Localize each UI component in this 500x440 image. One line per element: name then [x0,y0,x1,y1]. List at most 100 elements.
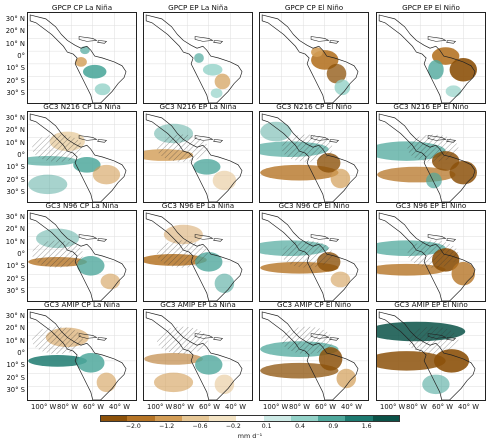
coastline [378,113,476,202]
anomaly-shading [73,157,101,173]
colorbar-tick-label: 0.1 [261,423,272,430]
longitude-tick-label: 40° W [225,403,246,411]
latitude-tick-label: 30° N [5,114,25,122]
map-canvas [28,13,136,103]
coastline [261,311,359,400]
latitude-tick-label: 30° S [6,187,25,196]
island-coastline [329,40,340,44]
significance-hatching [407,326,459,355]
longitude-tick-label: 80° W [173,403,194,411]
panel-title: GC3 N216 EP El Niño [393,102,469,111]
anomaly-shading [193,158,221,175]
map-canvas [377,310,485,400]
map-panel [376,12,486,104]
coastline [378,311,476,400]
latitude-tick-label: 10° S [6,64,25,73]
island-coastline [427,234,447,240]
panel-title: GC3 N96 EP La Niña [161,201,235,210]
colorbar-tick-label: −0.2 [225,423,241,430]
latitude-tick-label: 0° [17,150,25,159]
colorbar-tick-label: −0.6 [192,423,208,430]
map-canvas [28,112,136,202]
latitude-tick-label: 30° N [5,312,25,320]
significance-hatching [407,240,459,268]
latitude-tick-label: 10° N [5,39,25,48]
map-canvas [260,211,368,301]
map-panel [27,111,137,203]
coastline [29,113,127,202]
island-coastline [446,40,457,44]
island-coastline [427,333,447,339]
latitude-tick-label: 0° [17,51,25,60]
anomaly-shading [163,224,203,245]
map-canvas [260,310,368,400]
latitude-tick-label: 20° N [5,126,25,135]
map-panel [143,309,253,401]
colorbar-swatch [236,415,265,422]
map-panel [376,111,486,203]
anomaly-shading [202,63,223,76]
longitude-tick-label: 100° W [263,403,289,411]
anomaly-shading [451,261,476,286]
latitude-tick-label: 20° N [5,324,25,333]
island-coastline [194,333,214,339]
colorbar-frame [100,415,400,422]
anomaly-shading [334,79,351,96]
colorbar-swatch [100,415,128,422]
latitude-tick-label: 20° S [6,76,25,85]
island-coastline [310,333,330,339]
map-panel [259,111,369,203]
longitude-tick-label: 60° W [315,403,336,411]
colorbar-tick-label: −2.0 [125,423,141,430]
anomaly-shading [210,88,223,99]
significance-hatching [407,134,459,162]
panel-title: GC3 N216 CP La Niña [43,102,121,111]
latitude-tick-label: 0° [17,348,25,357]
anomaly-shading [214,374,235,395]
island-coastline [97,337,108,341]
map-panel [259,210,369,302]
latitude-tick-label: 30° S [6,286,25,295]
coastline [261,113,359,202]
colorbar-unit-label: mm d⁻¹ [237,432,263,440]
island-coastline [446,238,457,242]
panel-title: GC3 N96 CP La Niña [45,201,119,210]
latitude-tick-label: 10° N [5,336,25,345]
latitude-tick-label: 20° N [5,27,25,36]
latitude-tick-label: 20° S [6,274,25,283]
map-canvas [28,211,136,301]
anomaly-shading [330,271,351,288]
island-coastline [329,337,340,341]
significance-hatching [281,134,333,162]
coastline [29,14,127,103]
significance-hatching [281,326,333,355]
panel-title: GPCP CP El Niño [284,3,344,12]
anomaly-shading [194,53,204,63]
anomaly-shading [433,349,470,373]
panel-title: GC3 N96 CP El Niño [278,201,350,210]
longitude-tick-label: 60° W [199,403,220,411]
anomaly-shading [318,347,343,371]
latitude-tick-label: 30° N [5,15,25,23]
longitude-tick-label: 40° W [109,403,130,411]
coastline [145,113,243,202]
latitude-tick-label: 10° N [5,138,25,147]
anomaly-shading [260,121,292,142]
longitude-tick-label: 100° W [380,403,406,411]
anomaly-shading [445,85,462,98]
panel-title: GC3 AMIP EP El Niño [394,300,468,309]
longitude-tick-label: 100° W [31,403,57,411]
latitude-tick-label: 10° N [5,237,25,246]
anomaly-shading [77,353,105,373]
colorbar-swatch [127,415,156,422]
latitude-tick-label: 30° S [6,88,25,97]
coastline [261,212,359,301]
island-coastline [446,337,457,341]
map-panel [143,12,253,104]
anomaly-shading [100,273,121,290]
anomaly-shading [144,353,203,365]
longitude-tick-label: 60° W [83,403,104,411]
longitude-tick-label: 80° W [57,403,78,411]
latitude-tick-label: 20° S [6,373,25,382]
island-coastline [194,36,214,42]
